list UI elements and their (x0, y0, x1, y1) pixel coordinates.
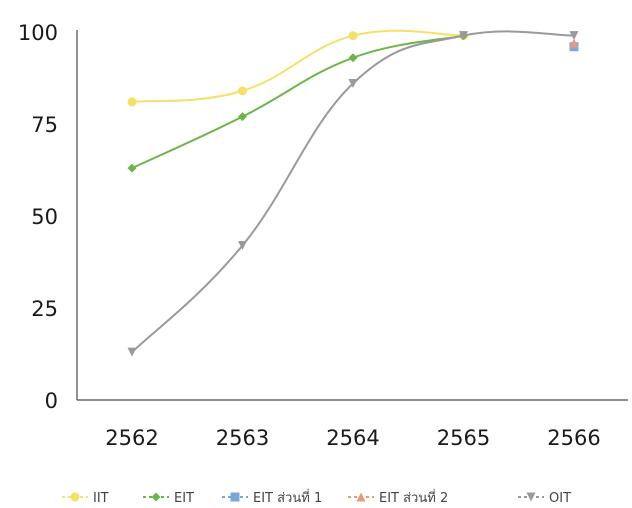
data-point (348, 79, 358, 89)
y-axis: 0 25 50 75 100 (18, 21, 78, 413)
y-tick-label: 0 (45, 389, 58, 413)
data-point (127, 97, 137, 107)
legend-label: EIT (174, 491, 194, 506)
legend-item: IIT (62, 491, 109, 506)
series-line (131, 30, 575, 353)
legend-marker (230, 492, 240, 502)
series-eit (127, 31, 468, 173)
legend-marker (356, 492, 366, 502)
data-point (238, 112, 247, 122)
x-tick-label: 2563 (216, 426, 269, 450)
data-point (569, 38, 579, 48)
x-tick-label: 2565 (437, 426, 490, 450)
x-tick-label: 2566 (547, 426, 600, 450)
legend-label: OIT (549, 491, 571, 506)
data-point (348, 53, 358, 63)
legend-label: IIT (93, 491, 109, 506)
legend-item: OIT (518, 491, 571, 506)
x-tick-label: 2564 (326, 426, 379, 450)
data-point (569, 31, 579, 41)
series-line (131, 29, 464, 103)
series-eit-ส่วนที่-2 (569, 38, 579, 48)
legend-item: EIT ส่วนที่ 1 (222, 489, 322, 506)
legend-item: EIT ส่วนที่ 2 (348, 489, 448, 506)
series-oit (127, 30, 579, 357)
legend-label: EIT ส่วนที่ 1 (253, 489, 322, 506)
x-tick-label: 2562 (105, 426, 158, 450)
series-line (131, 34, 464, 170)
data-point (127, 347, 137, 357)
legend-marker (526, 492, 536, 502)
x-axis: 2562 2563 2564 2565 2566 (77, 399, 628, 450)
data-point (348, 31, 358, 41)
data-point (238, 86, 247, 96)
y-tick-label: 75 (31, 113, 58, 137)
legend: IIT EIT EIT ส่วนที่ 1 EIT ส่วนที่ 2 OIT (62, 489, 571, 506)
legend-item: EIT (143, 491, 194, 506)
data-point (459, 31, 468, 41)
legend-marker (70, 492, 80, 502)
y-tick-label: 50 (31, 205, 58, 229)
y-tick-label: 100 (18, 21, 58, 45)
legend-marker (151, 492, 161, 502)
y-tick-label: 25 (31, 297, 58, 321)
data-point (238, 240, 247, 250)
series-layer (127, 29, 579, 357)
legend-label: EIT ส่วนที่ 2 (379, 489, 448, 506)
data-point (127, 163, 137, 173)
